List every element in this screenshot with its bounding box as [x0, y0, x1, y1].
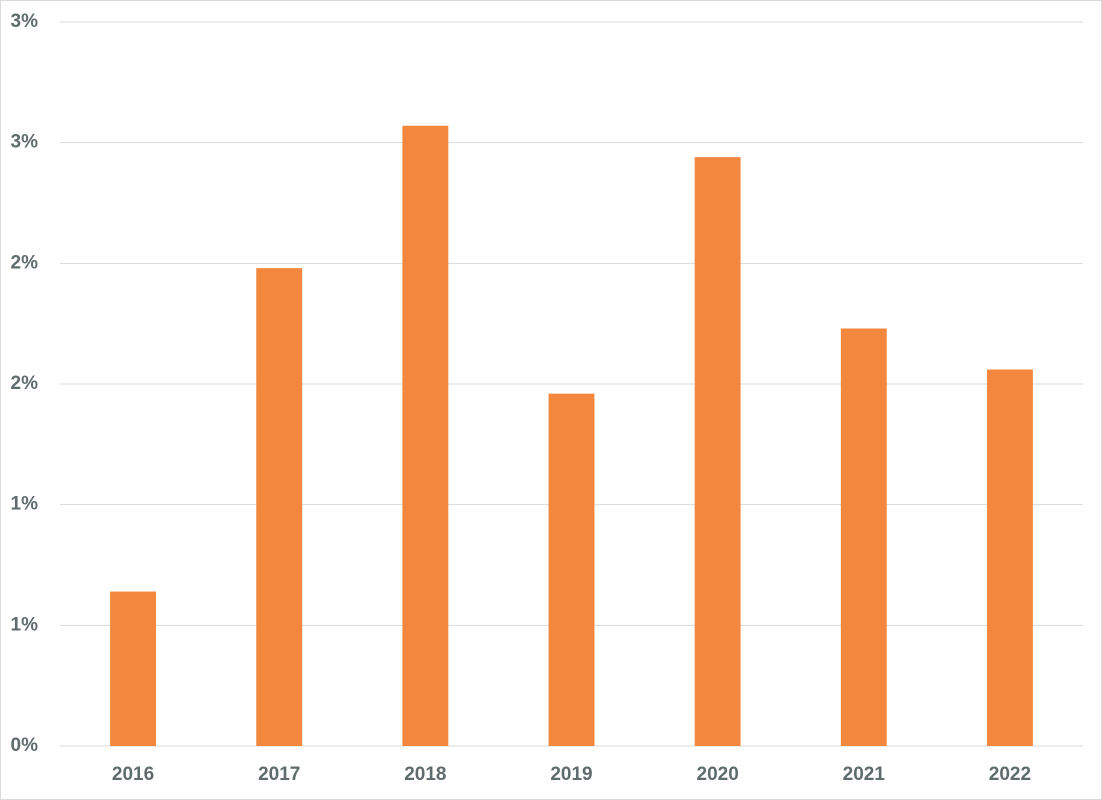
bar	[986, 369, 1033, 746]
y-tick-label: 3%	[11, 132, 39, 153]
y-tick-label: 2%	[11, 373, 39, 394]
y-tick-label: 3%	[11, 11, 39, 32]
y-tick-label: 2%	[11, 252, 39, 273]
y-tick-label: 1%	[11, 614, 39, 635]
x-tick-label: 2017	[258, 764, 300, 785]
bar	[694, 157, 741, 746]
bar	[402, 125, 449, 747]
x-tick-label: 2016	[112, 764, 154, 785]
bar	[256, 268, 303, 746]
x-tick-label: 2020	[697, 764, 739, 785]
bar	[110, 591, 157, 746]
x-tick-label: 2019	[550, 764, 592, 785]
bar	[840, 328, 887, 746]
x-tick-label: 2018	[404, 764, 446, 785]
y-tick-label: 1%	[11, 494, 39, 515]
x-tick-label: 2021	[843, 764, 886, 785]
bar	[548, 393, 595, 746]
x-tick-label: 2022	[989, 764, 1031, 785]
y-tick-label: 0%	[11, 735, 39, 756]
